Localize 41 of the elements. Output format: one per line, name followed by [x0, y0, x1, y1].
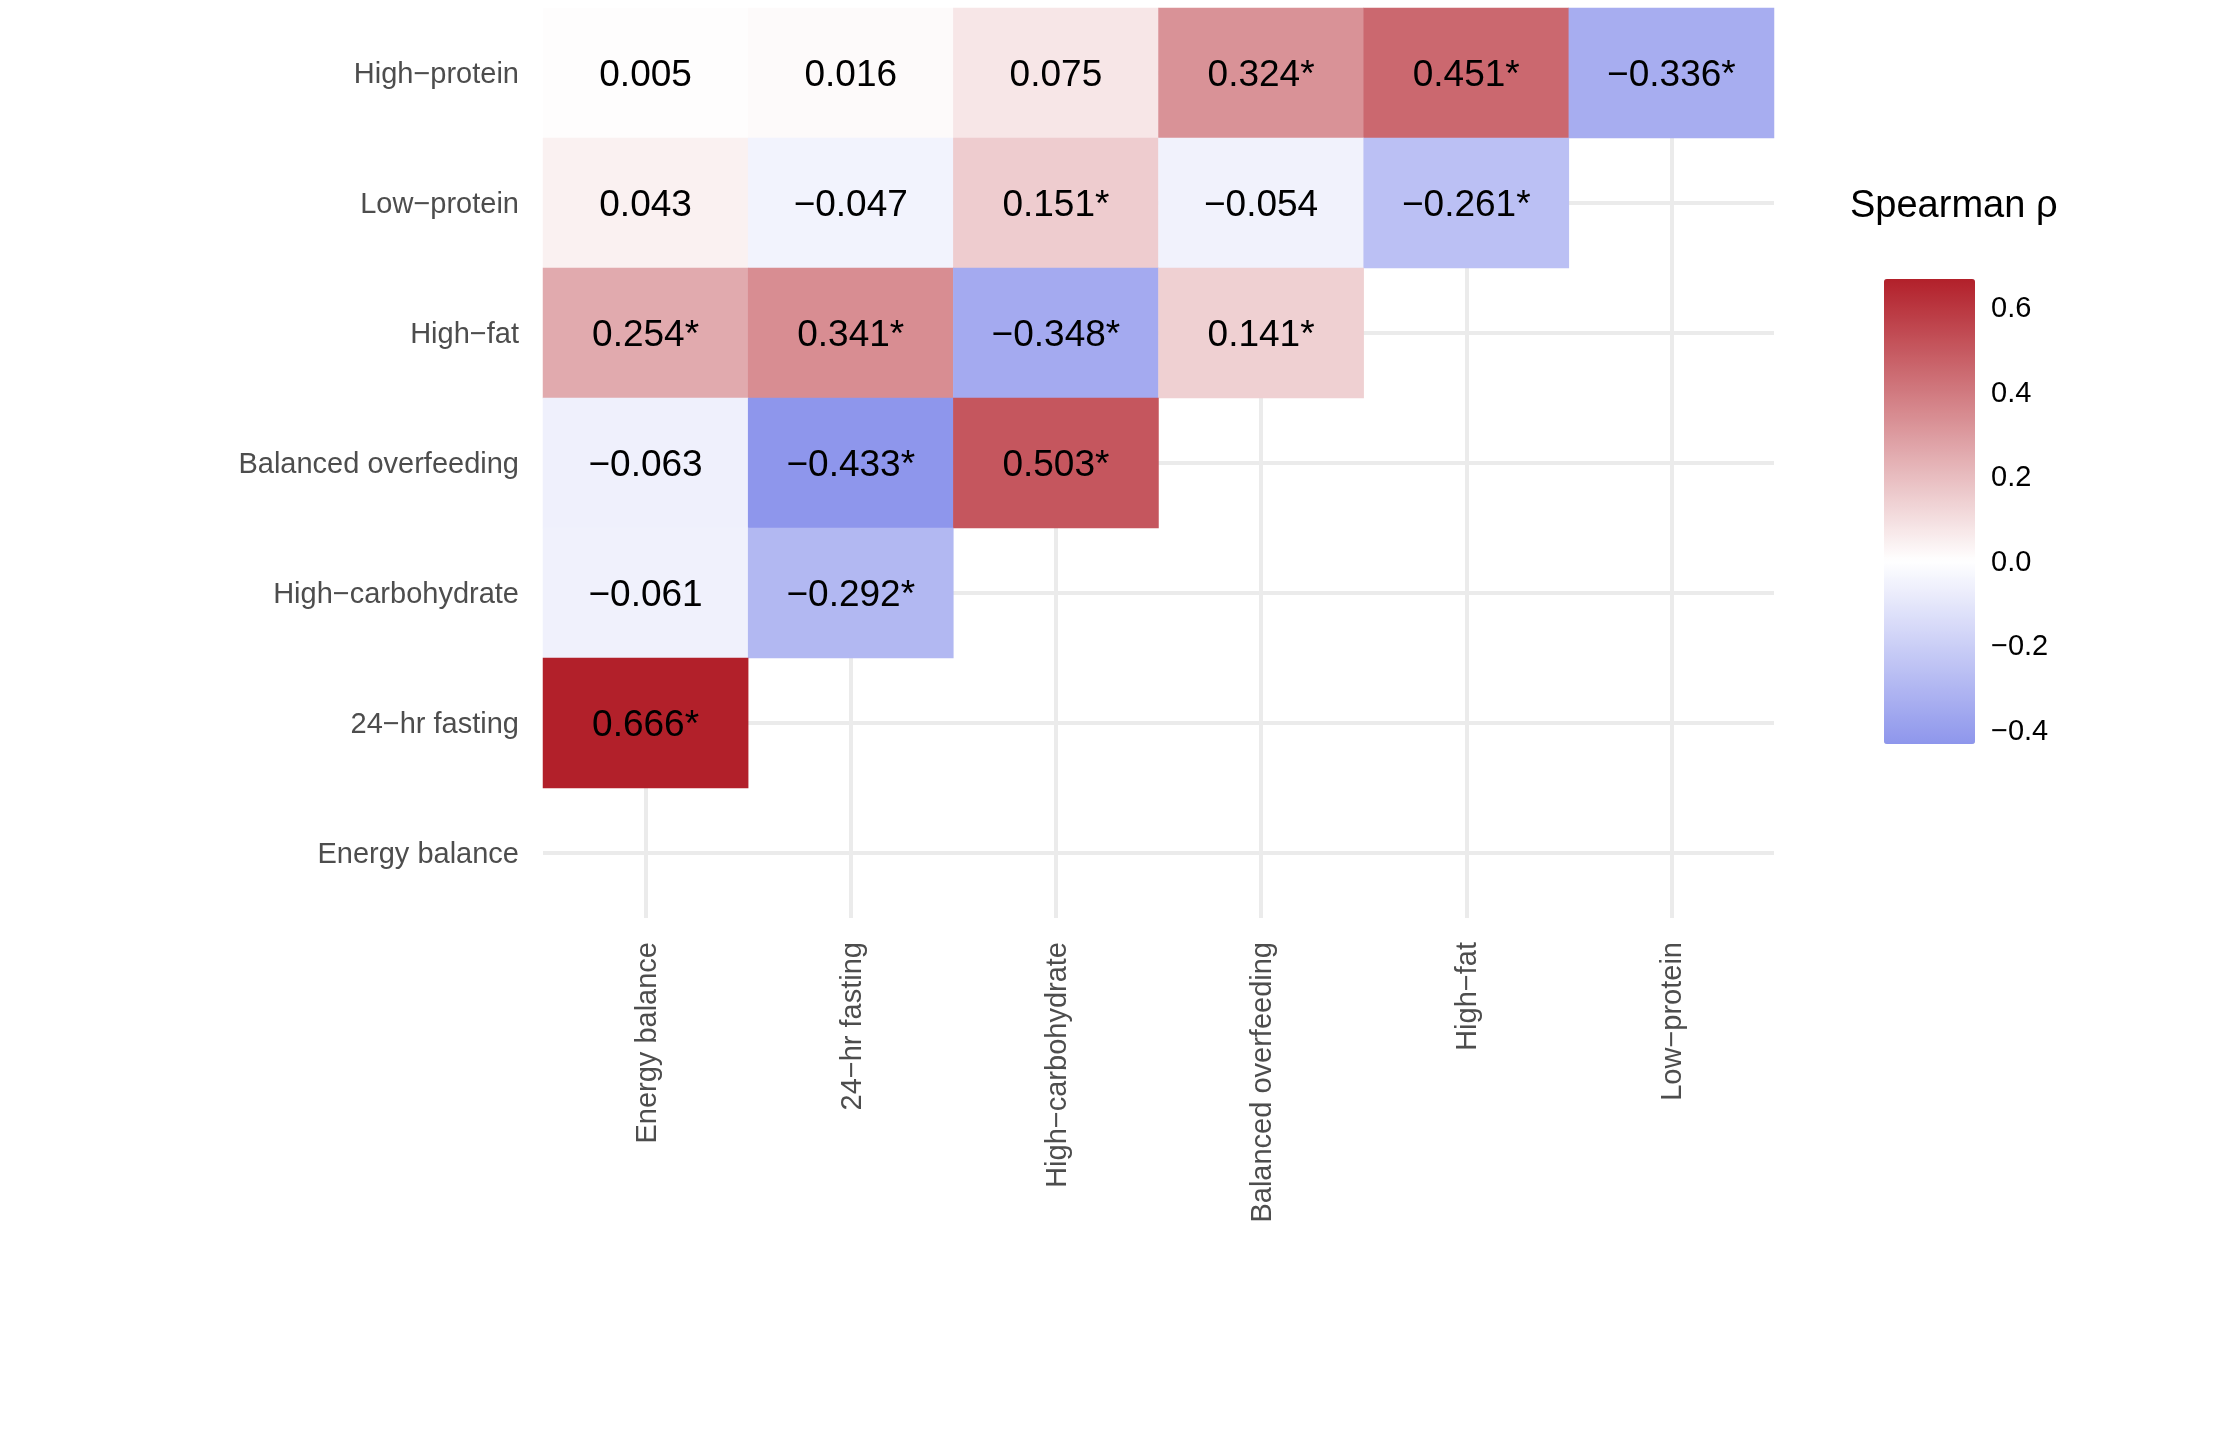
- color-bar-label: 0.0: [1991, 544, 2032, 577]
- data-label: −0.336*: [1607, 52, 1736, 94]
- x-tick-label: 24−hr fasting: [834, 942, 867, 1111]
- y-tick-label: High−fat: [410, 317, 519, 349]
- y-tick-label: Balanced overfeeding: [238, 447, 519, 479]
- data-label: −0.061: [588, 572, 703, 614]
- color-bar-label: 0.4: [1991, 375, 2032, 408]
- data-label: −0.063: [588, 442, 703, 484]
- x-tick-label: High−fat: [1450, 942, 1483, 1051]
- color-bar-label: 0.2: [1991, 460, 2032, 493]
- data-label: 0.043: [599, 182, 692, 224]
- data-label: −0.348*: [991, 312, 1121, 354]
- y-tick-label: High−protein: [353, 57, 519, 89]
- x-tick-label: Energy balance: [629, 942, 662, 1144]
- data-label: 0.451*: [1412, 52, 1520, 94]
- data-label: −0.054: [1203, 182, 1319, 224]
- data-label: −0.261*: [1401, 182, 1531, 224]
- color-bar-label: −0.2: [1991, 629, 2049, 662]
- y-tick-label: High−carbohydrate: [273, 577, 519, 609]
- x-tick-label: Low−protein: [1655, 942, 1688, 1101]
- data-label: 0.503*: [1002, 442, 1110, 484]
- y-tick-label: Low−protein: [360, 187, 519, 219]
- data-label: 0.075: [1009, 52, 1103, 94]
- data-label: 0.141*: [1207, 312, 1315, 354]
- data-label: 0.341*: [797, 312, 905, 354]
- y-tick-label: 24−hr fasting: [350, 707, 519, 739]
- data-label: 0.254*: [592, 312, 700, 354]
- data-label: −0.047: [793, 182, 908, 224]
- color-bar-label: −0.4: [1991, 714, 2049, 747]
- data-label: 0.005: [599, 52, 692, 94]
- data-label: 0.016: [804, 52, 898, 94]
- color-bar-label: 0.6: [1991, 290, 2032, 323]
- data-label: 0.666*: [592, 702, 700, 744]
- data-label: 0.324*: [1207, 52, 1315, 94]
- x-tick-label: Balanced overfeeding: [1245, 942, 1278, 1223]
- data-label: 0.151*: [1002, 182, 1110, 224]
- data-label: −0.433*: [786, 442, 916, 484]
- data-label: −0.292*: [786, 572, 916, 614]
- legend-title: Spearman ρ: [1850, 183, 2058, 225]
- x-tick-label: High−carbohydrate: [1039, 942, 1072, 1188]
- y-tick-label: Energy balance: [317, 837, 519, 869]
